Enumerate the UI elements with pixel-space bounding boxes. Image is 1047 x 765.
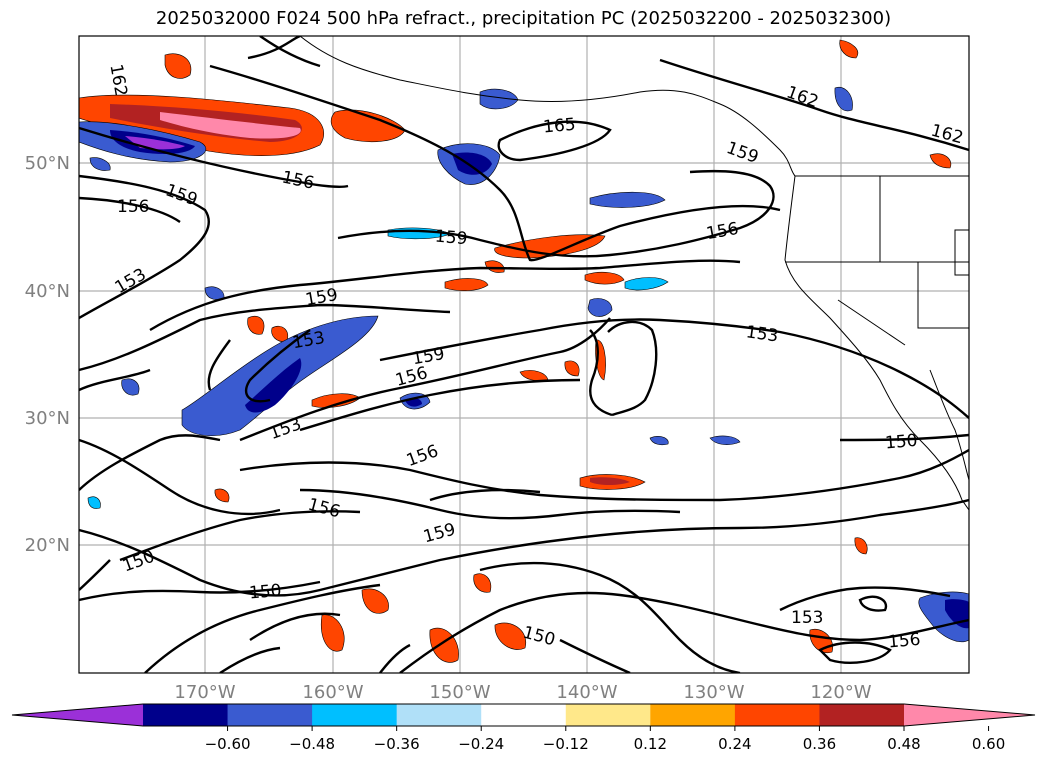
colorbar-segment xyxy=(650,704,736,726)
precip-positive-shading xyxy=(79,39,952,663)
contour-label: 156 xyxy=(117,197,149,217)
colorbar-tick-label: −0.12 xyxy=(543,735,589,753)
lat-tick-label: 40°N xyxy=(25,281,70,302)
lon-tick-label: 120°W xyxy=(810,682,871,703)
lon-tick-labels: 170°W 160°W 150°W 140°W 130°W 120°W xyxy=(174,682,871,703)
lon-tick-label: 130°W xyxy=(683,682,744,703)
colorbar-tick-label: −0.36 xyxy=(374,735,420,753)
colorbar-tick-label: 0.24 xyxy=(718,735,751,753)
precip-negative-shading xyxy=(79,86,969,642)
colorbar-tick-label: −0.24 xyxy=(458,735,504,753)
contour-label: 156 xyxy=(887,630,921,653)
colorbar-tick-label: −0.48 xyxy=(289,735,335,753)
colorbar-segments xyxy=(143,704,905,726)
colorbar-segment xyxy=(481,704,567,726)
colorbar-tick-label: −0.60 xyxy=(205,735,251,753)
lat-tick-label: 30°N xyxy=(25,408,70,429)
lat-tick-label: 50°N xyxy=(25,153,70,174)
map-panel: 162 165 162 162 159 156 156 159 159 156 … xyxy=(79,36,969,673)
colorbar-under-triangle xyxy=(12,704,143,726)
colorbar-segment xyxy=(565,704,651,726)
map-frame xyxy=(78,35,970,674)
colorbar-ticks: −0.60 −0.48 −0.36 −0.24 −0.12 0.12 0.24 0.36 0.4… xyxy=(205,726,1005,753)
colorbar-segment xyxy=(396,704,482,726)
colorbar-segment xyxy=(819,704,905,726)
lat-tick-label: 20°N xyxy=(25,535,70,556)
lon-tick-label: 170°W xyxy=(174,682,235,703)
colorbar: −0.60 −0.48 −0.36 −0.24 −0.12 0.12 0.24 0.36 0.4… xyxy=(11,703,1036,753)
colorbar-segment xyxy=(312,704,398,726)
lon-tick-label: 150°W xyxy=(429,682,490,703)
colorbar-segment xyxy=(143,704,229,726)
contour-label: 150 xyxy=(248,581,282,604)
contour-label: 153 xyxy=(791,608,823,628)
map-title: 2025032000 F024 500 hPa refract., precip… xyxy=(155,8,892,29)
colorbar-tick-label: 0.48 xyxy=(887,735,920,753)
colorbar-tick-label: 0.60 xyxy=(972,735,1005,753)
lon-tick-label: 140°W xyxy=(556,682,617,703)
colorbar-tick-label: 0.36 xyxy=(803,735,836,753)
contour-label: 159 xyxy=(434,227,468,250)
colorbar-segment xyxy=(734,704,820,726)
contour-label: 150 xyxy=(884,431,918,454)
lat-tick-labels: 50°N 40°N 30°N 20°N xyxy=(25,153,70,556)
lon-tick-label: 160°W xyxy=(302,682,363,703)
contour-label: 153 xyxy=(745,322,780,346)
colorbar-segment xyxy=(227,704,313,726)
refractivity-contours xyxy=(79,36,969,673)
colorbar-over-triangle xyxy=(904,704,1035,726)
colorbar-tick-label: 0.12 xyxy=(634,735,667,753)
coastlines xyxy=(299,36,969,511)
contour-label: 165 xyxy=(542,115,576,138)
